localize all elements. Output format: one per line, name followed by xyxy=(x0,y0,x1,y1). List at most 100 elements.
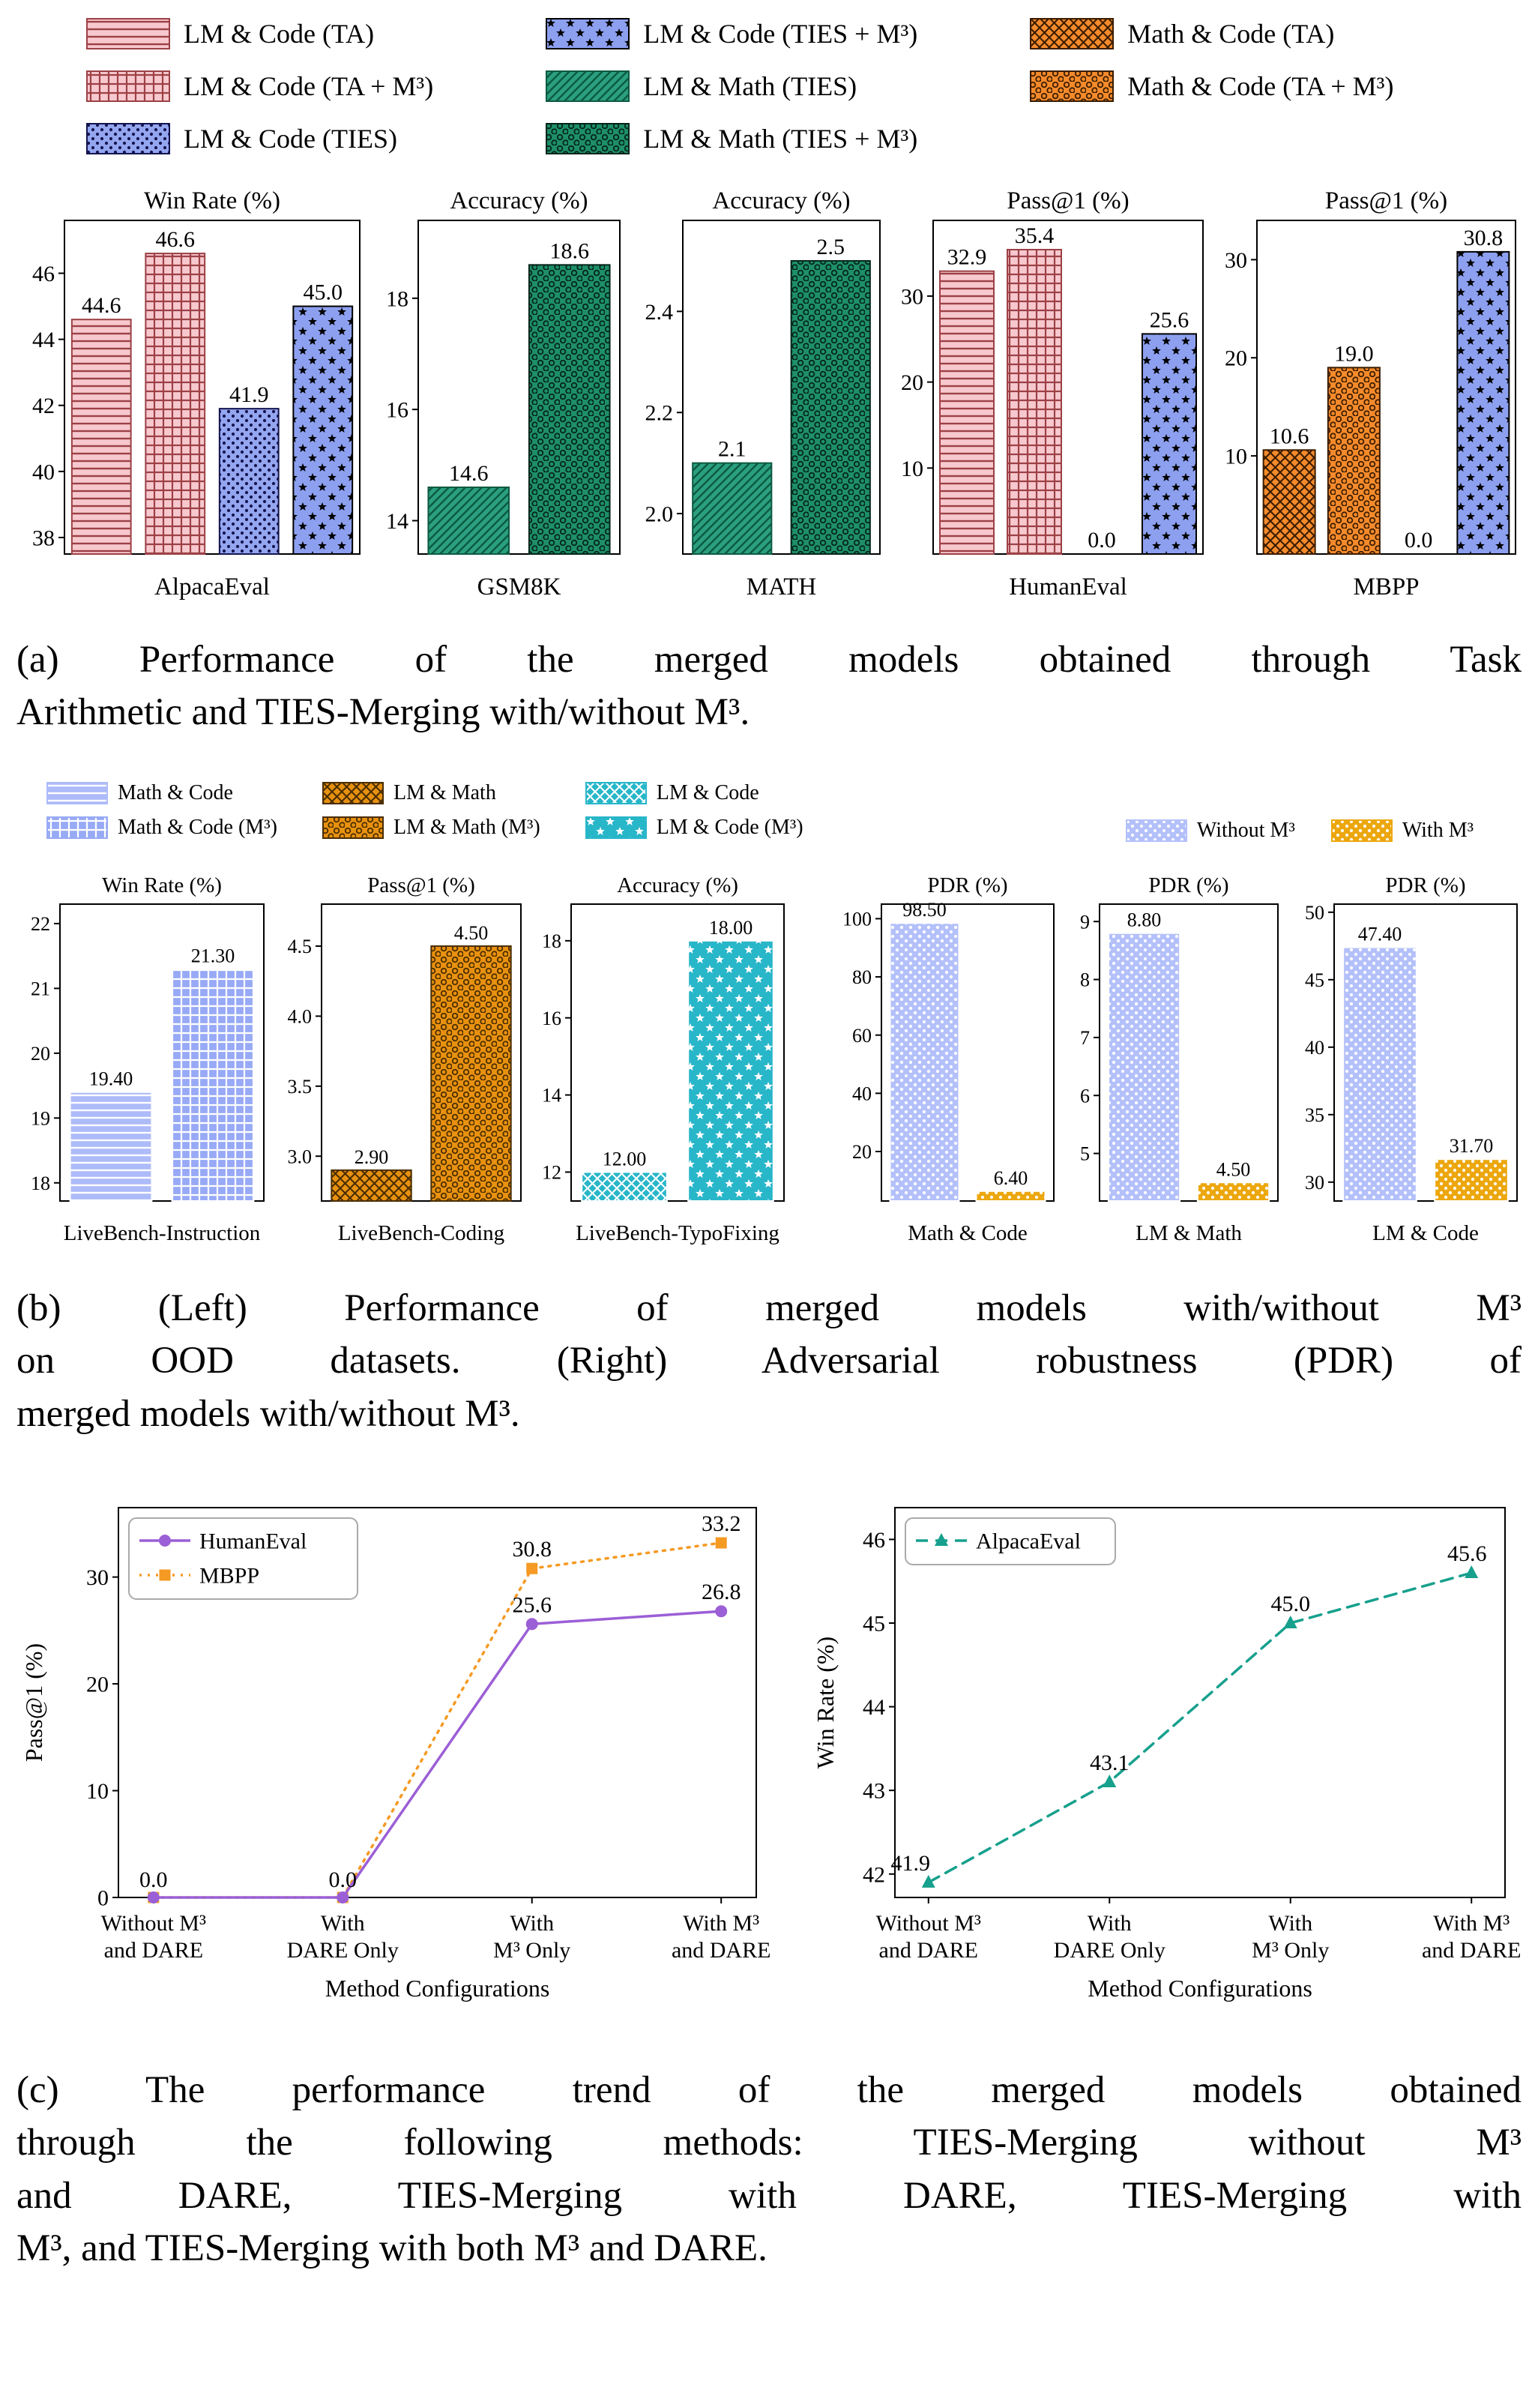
chart-math: 2.0 2.2 2.4 2.1 2.5 Accuracy (%) MATH xyxy=(645,187,881,601)
svg-text:30: 30 xyxy=(901,284,923,309)
svg-text:18: 18 xyxy=(31,1173,50,1194)
svg-text:20: 20 xyxy=(31,1043,50,1065)
legend-swatch-cyanStar xyxy=(585,816,647,839)
panel-a-legend: LM & Code (TA) LM & Code (TA + M³) LM & Co… xyxy=(15,18,1523,154)
bar-mbpp-0 xyxy=(1262,449,1316,555)
svg-text:Math & Code: Math & Code xyxy=(908,1221,1028,1245)
svg-text:44: 44 xyxy=(863,1695,885,1720)
legend-item: LM & Math (M³) xyxy=(322,816,540,840)
panel-b: Math & Code Math & Code (M³) LM & Math LM &… xyxy=(15,781,1523,1440)
legend-label: LM & Code (M³) xyxy=(656,815,803,839)
legend-swatch-cyanX xyxy=(585,781,647,804)
chart-lb_coding: 3.0 3.5 4.0 4.5 2.90 4.50 Pass@1 (%) LiveBench-… xyxy=(288,873,522,1245)
bar-pdr_lmcode-1 xyxy=(1434,1158,1509,1202)
svg-text:Accuracy (%): Accuracy (%) xyxy=(450,187,588,214)
svg-text:3.5: 3.5 xyxy=(288,1076,313,1098)
svg-text:44: 44 xyxy=(32,328,55,352)
panel-b-legend-right: Without M³ With M³ xyxy=(1125,818,1474,843)
svg-text:16: 16 xyxy=(542,1008,561,1029)
panel-c-charts: 0 10 20 30 Without M³ and DARE With DARE Only Wi… xyxy=(15,1490,1523,2022)
svg-text:LiveBench-Instruction: LiveBench-Instruction xyxy=(64,1221,261,1245)
svg-text:50: 50 xyxy=(1305,902,1324,924)
svg-text:19.0: 19.0 xyxy=(1334,341,1374,366)
legend-item: LM & Code (TIES) xyxy=(86,123,433,154)
svg-text:and DARE: and DARE xyxy=(1422,1938,1521,1963)
caption-line: on OOD datasets. (Right) Adversarial rob… xyxy=(16,1340,1522,1382)
svg-text:MBPP: MBPP xyxy=(1353,574,1419,601)
caption-a: (a) Performance of the merged models obt… xyxy=(16,633,1522,739)
legend-swatch-orangeRing xyxy=(1030,70,1115,102)
svg-text:Pass@1 (%): Pass@1 (%) xyxy=(1007,187,1130,214)
svg-text:20: 20 xyxy=(86,1672,109,1697)
legend-swatch-periGrid xyxy=(46,816,108,839)
svg-text:40: 40 xyxy=(1305,1037,1324,1059)
svg-text:41.9: 41.9 xyxy=(229,382,269,407)
svg-text:40: 40 xyxy=(32,460,55,484)
svg-text:18: 18 xyxy=(542,930,561,952)
chart-pdr_mathcode: 20 40 60 80 100 98.50 6.40 PDR (%) Math & Code xyxy=(842,873,1055,1245)
svg-text:4.50: 4.50 xyxy=(1216,1158,1251,1180)
caption-line: (b) (Left) Performance of merged models … xyxy=(16,1286,1522,1329)
svg-text:30: 30 xyxy=(86,1565,109,1590)
svg-text:6.40: 6.40 xyxy=(993,1167,1028,1189)
bar-pdr_lmcode-0 xyxy=(1342,946,1417,1202)
bar-pdr_mathcode-0 xyxy=(889,921,960,1202)
svg-text:4.5: 4.5 xyxy=(288,936,313,957)
bar-pdr_lmmath-1 xyxy=(1196,1182,1270,1202)
bar-mbpp-3 xyxy=(1456,250,1510,555)
svg-text:LiveBench-TypoFixing: LiveBench-TypoFixing xyxy=(576,1221,779,1245)
bar-alpacaeval-3 xyxy=(292,305,354,556)
panel-b-charts: 18 19 20 21 22 19.40 21.30 Win Rate (%) LiveBenc… xyxy=(15,867,1523,1249)
svg-text:31.70: 31.70 xyxy=(1450,1135,1494,1157)
caption-line: through the following methods: TIES-Merg… xyxy=(16,2122,1522,2164)
svg-text:45.0: 45.0 xyxy=(304,280,343,305)
svg-text:46: 46 xyxy=(32,262,55,286)
svg-text:16: 16 xyxy=(386,398,408,423)
svg-text:35: 35 xyxy=(1305,1104,1324,1126)
svg-text:0: 0 xyxy=(97,1885,109,1910)
svg-text:21: 21 xyxy=(31,978,50,999)
svg-text:Pass@1 (%): Pass@1 (%) xyxy=(20,1643,47,1762)
svg-text:9: 9 xyxy=(1080,911,1090,933)
legend-item: LM & Code (TA) xyxy=(86,18,433,49)
svg-text:45: 45 xyxy=(1305,969,1324,991)
svg-text:With: With xyxy=(1088,1911,1132,1936)
svg-text:0.0: 0.0 xyxy=(139,1867,168,1892)
svg-text:LM & Math: LM & Math xyxy=(1136,1221,1242,1245)
svg-text:30.8: 30.8 xyxy=(1464,226,1504,250)
bar-gsm8k-1 xyxy=(528,264,611,555)
svg-text:5: 5 xyxy=(1080,1143,1090,1164)
legend-item: Math & Code (M³) xyxy=(46,816,277,840)
svg-text:PDR (%): PDR (%) xyxy=(927,873,1007,897)
svg-text:M³ Only: M³ Only xyxy=(493,1938,570,1963)
legend-label: With M³ xyxy=(1402,818,1474,842)
svg-text:30.8: 30.8 xyxy=(512,1537,552,1562)
legend-label: Without M³ xyxy=(1196,818,1295,842)
svg-text:30: 30 xyxy=(1305,1172,1324,1194)
bar-lb_coding-0 xyxy=(331,1169,412,1202)
svg-text:LiveBench-Coding: LiveBench-Coding xyxy=(338,1221,504,1245)
legend-item: LM & Code xyxy=(585,781,803,805)
legend-swatch-orangeX xyxy=(1030,18,1115,49)
svg-text:18: 18 xyxy=(386,286,408,311)
caption-c: (c) The performance trend of the merged … xyxy=(16,2064,1522,2275)
chart-lb_instruction: 18 19 20 21 22 19.40 21.30 Win Rate (%) LiveBenc… xyxy=(31,873,265,1245)
svg-text:22: 22 xyxy=(31,913,50,935)
caption-line: (a) Performance of the merged models obt… xyxy=(16,639,1522,681)
caption-line: (c) The performance trend of the merged … xyxy=(16,2068,1522,2111)
svg-text:25.6: 25.6 xyxy=(1150,307,1189,332)
chart-mbpp: 10 20 30 10.6 19.0 0.0 30.8 Pass@1 (%) MBPP xyxy=(1225,187,1516,601)
svg-text:HumanEval: HumanEval xyxy=(1009,574,1127,601)
svg-text:14: 14 xyxy=(386,509,408,534)
bar-alpacaeval-2 xyxy=(218,408,280,555)
svg-text:46: 46 xyxy=(863,1528,885,1553)
svg-text:With M³: With M³ xyxy=(683,1911,759,1936)
svg-text:and DARE: and DARE xyxy=(879,1938,978,1963)
svg-text:Pass@1 (%): Pass@1 (%) xyxy=(1325,187,1447,214)
legend-item: LM & Math xyxy=(322,781,540,805)
svg-text:With M³: With M³ xyxy=(1433,1911,1510,1936)
svg-text:14.6: 14.6 xyxy=(449,461,489,486)
svg-text:44.6: 44.6 xyxy=(82,293,121,318)
